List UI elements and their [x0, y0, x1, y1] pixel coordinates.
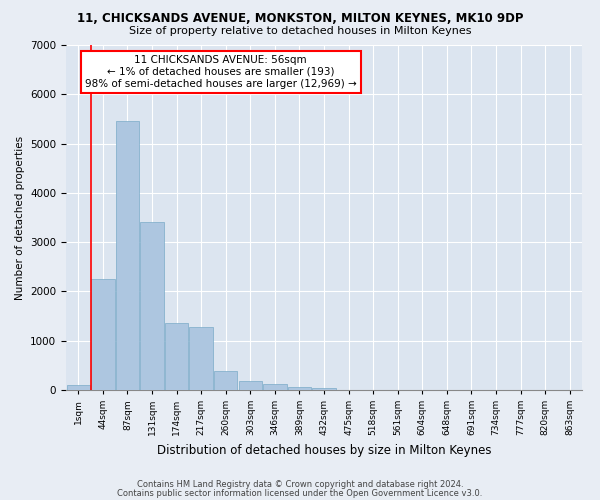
- Bar: [214, 371, 238, 390]
- Bar: [239, 382, 262, 390]
- Y-axis label: Number of detached properties: Number of detached properties: [14, 136, 25, 300]
- Text: Size of property relative to detached houses in Milton Keynes: Size of property relative to detached ho…: [129, 26, 471, 36]
- Bar: [165, 324, 188, 390]
- X-axis label: Distribution of detached houses by size in Milton Keynes: Distribution of detached houses by size …: [157, 444, 491, 456]
- Bar: [313, 388, 335, 390]
- Text: Contains public sector information licensed under the Open Government Licence v3: Contains public sector information licen…: [118, 489, 482, 498]
- Text: Contains HM Land Registry data © Crown copyright and database right 2024.: Contains HM Land Registry data © Crown c…: [137, 480, 463, 489]
- Bar: [140, 222, 164, 390]
- Bar: [91, 279, 115, 390]
- Bar: [190, 328, 213, 390]
- Text: 11 CHICKSANDS AVENUE: 56sqm
← 1% of detached houses are smaller (193)
98% of sem: 11 CHICKSANDS AVENUE: 56sqm ← 1% of deta…: [85, 56, 356, 88]
- Text: 11, CHICKSANDS AVENUE, MONKSTON, MILTON KEYNES, MK10 9DP: 11, CHICKSANDS AVENUE, MONKSTON, MILTON …: [77, 12, 523, 26]
- Bar: [263, 384, 287, 390]
- Bar: [116, 122, 139, 390]
- Bar: [288, 387, 311, 390]
- Bar: [67, 385, 90, 390]
